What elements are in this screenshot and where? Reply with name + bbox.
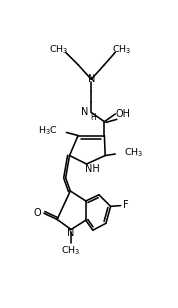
Text: OH: OH: [116, 109, 130, 119]
Text: H$_3$C: H$_3$C: [38, 125, 58, 137]
Text: N: N: [88, 74, 95, 84]
Text: CH$_3$: CH$_3$: [112, 43, 131, 55]
Text: CH$_3$: CH$_3$: [61, 245, 81, 257]
Text: NH: NH: [85, 164, 100, 174]
Text: CH$_3$: CH$_3$: [124, 146, 143, 159]
Text: F: F: [123, 200, 129, 210]
Text: N: N: [81, 107, 88, 117]
Text: CH$_3$: CH$_3$: [49, 43, 68, 55]
Text: H: H: [90, 112, 96, 122]
Text: O: O: [34, 208, 41, 217]
Text: N: N: [67, 228, 75, 238]
